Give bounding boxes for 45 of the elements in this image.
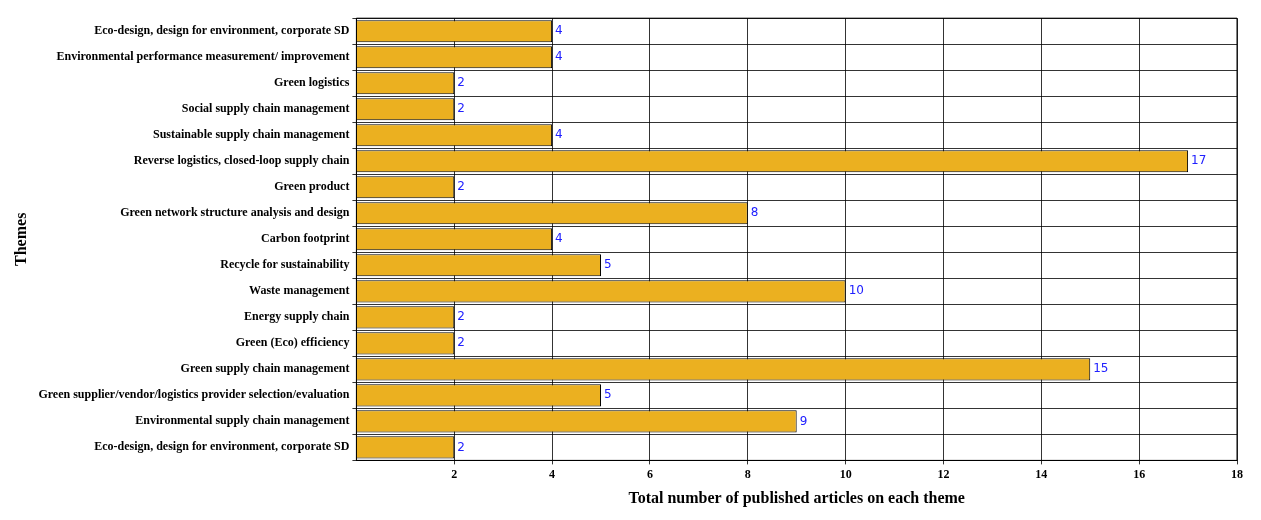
y-tick-label: Green logistics <box>273 75 350 90</box>
y-tick-label: Recycle for sustainability <box>220 257 350 272</box>
y-tick-label: Reverse logistics, closed-loop supply chain <box>133 153 350 168</box>
data-label: 4 <box>555 23 563 38</box>
data-label: 4 <box>555 231 563 246</box>
data-label: 2 <box>457 439 465 454</box>
data-label: 15 <box>1093 361 1109 376</box>
x-axis-title: Total number of published articles on each theme <box>628 488 965 507</box>
data-label: 2 <box>457 179 465 194</box>
data-label: 17 <box>1191 153 1207 168</box>
data-label: 4 <box>555 127 563 142</box>
x-tick-label: 10 <box>839 466 852 481</box>
data-label: 9 <box>799 413 808 428</box>
x-tick-label: 18 <box>1231 466 1243 481</box>
data-label: 4 <box>555 49 563 64</box>
y-tick-label: Sustainable supply chain management <box>153 127 350 142</box>
data-label: 5 <box>604 257 612 272</box>
data-label: 2 <box>457 75 465 90</box>
y-tick-label: Social supply chain management <box>181 101 350 116</box>
y-tick-label: Green network structure analysis and design <box>120 205 350 220</box>
x-tick-label: 4 <box>549 466 556 481</box>
y-tick-label: Green supply chain management <box>180 361 350 376</box>
data-label: 10 <box>848 283 864 298</box>
data-label: 8 <box>750 205 759 220</box>
data-label: 2 <box>457 309 465 324</box>
x-tick-label: 16 <box>1133 466 1146 481</box>
x-tick-label: 8 <box>744 466 751 481</box>
x-tick-label: 6 <box>646 466 653 481</box>
y-tick-label: Green supplier/vendor/logistics provider selection/evaluation <box>38 387 350 402</box>
data-label: 5 <box>604 387 612 402</box>
y-tick-label: Waste management <box>249 283 350 298</box>
data-label: 2 <box>457 101 465 116</box>
y-axis-title: Themes <box>11 212 29 266</box>
x-tick-label: 2 <box>451 466 458 481</box>
data-label: 2 <box>457 335 465 350</box>
y-tick-label: Carbon footprint <box>261 231 350 246</box>
y-tick-label: Eco-design, design for environment, corporate SD <box>94 23 350 38</box>
y-tick-label: Green product <box>274 179 350 194</box>
y-tick-label: Environmental supply chain management <box>135 413 350 428</box>
y-tick-label: Environmental performance measurement/ improvement <box>56 49 350 64</box>
y-tick-label: Green (Eco) efficiency <box>235 335 350 350</box>
y-tick-label: Eco-design, design for environment, corporate SD <box>94 439 350 454</box>
y-tick-label: Energy supply chain <box>244 309 350 324</box>
x-tick-label: 14 <box>1035 466 1048 481</box>
x-tick-label: 12 <box>937 466 950 481</box>
